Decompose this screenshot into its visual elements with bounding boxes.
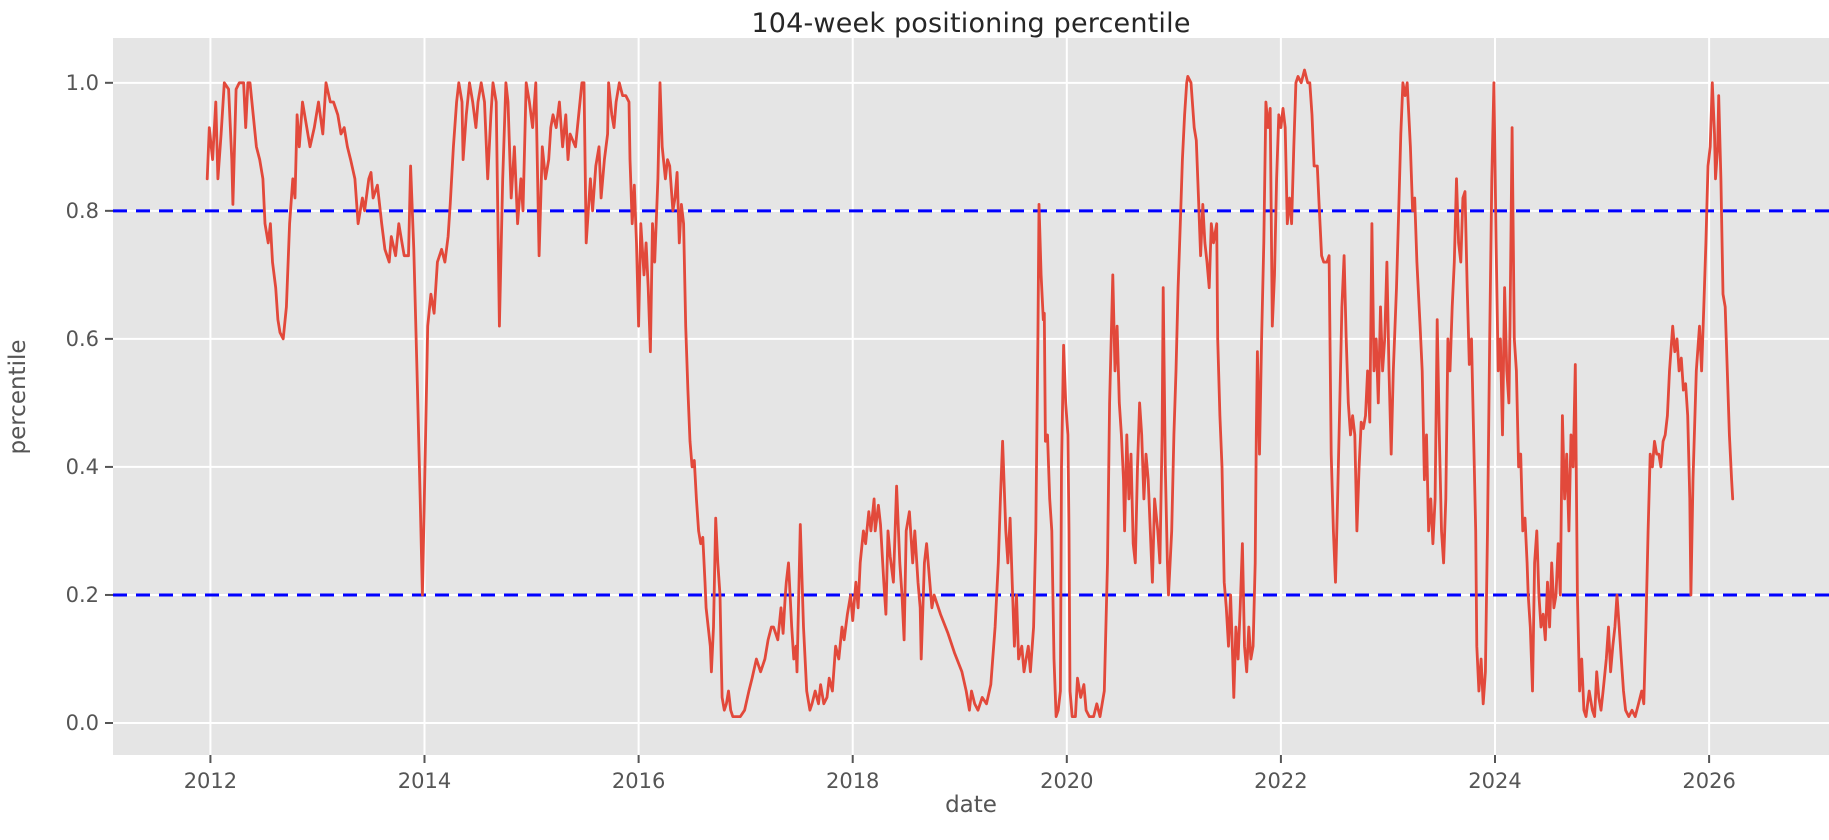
x-tick-label: 2026 — [1682, 769, 1735, 793]
x-axis-label: date — [945, 792, 997, 818]
y-axis-label: percentile — [5, 339, 31, 455]
y-tick-label: 1.0 — [66, 71, 99, 95]
y-tick-label: 0.8 — [66, 199, 99, 223]
y-tick-label: 0.4 — [66, 455, 99, 479]
y-tick-label: 0.2 — [66, 583, 99, 607]
x-tick-label: 2022 — [1254, 769, 1307, 793]
x-tick-label: 2014 — [398, 769, 451, 793]
x-tick-label: 2016 — [612, 769, 665, 793]
x-tick-label: 2018 — [826, 769, 879, 793]
y-tick-label: 0.6 — [66, 327, 99, 351]
x-tick-label: 2024 — [1468, 769, 1521, 793]
y-tick-label: 0.0 — [66, 711, 99, 735]
x-tick-label: 2012 — [184, 769, 237, 793]
chart-title: 104-week positioning percentile — [751, 8, 1191, 39]
x-tick-label: 2020 — [1040, 769, 1093, 793]
plot-background — [113, 38, 1829, 755]
series-line — [205, 68, 1735, 718]
